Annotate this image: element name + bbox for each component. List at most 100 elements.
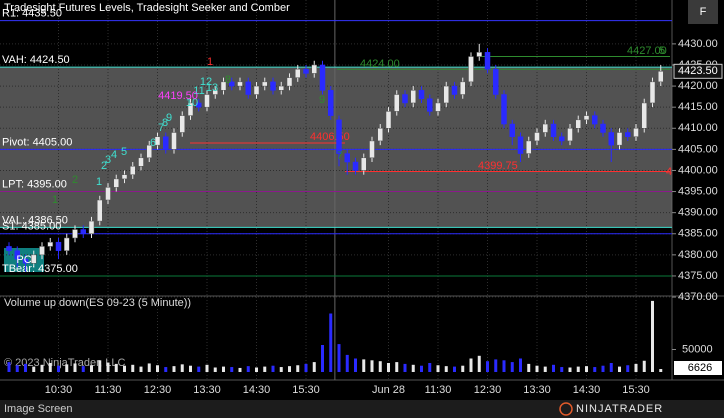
candle-body — [460, 81, 466, 95]
annotation: 8 — [162, 117, 168, 129]
candle-body — [575, 119, 581, 129]
volume-bar — [527, 363, 531, 372]
volume-tick-label: 50000 — [682, 343, 713, 355]
level-label: S1: 4385.00 — [2, 221, 61, 233]
annotation: 9 — [319, 94, 325, 106]
volume-bar — [444, 366, 448, 372]
annotation: 11 — [193, 85, 204, 97]
annotation: 4 — [666, 166, 672, 178]
menu-button[interactable] — [688, 0, 718, 24]
candle-body — [105, 187, 111, 201]
x-tick-label: 13:30 — [523, 384, 551, 396]
candle-body — [319, 64, 326, 91]
volume-bar — [213, 367, 217, 372]
annotation: 5 — [121, 146, 127, 158]
annotation: 1 — [96, 176, 102, 188]
volume-bar — [486, 361, 489, 372]
candle-body — [121, 174, 128, 180]
volume-bar — [139, 366, 143, 372]
level-label: VAH: 4424.50 — [2, 54, 70, 66]
candle-body — [402, 94, 408, 104]
volume-bar — [106, 362, 110, 372]
volume-bar — [57, 365, 60, 372]
annotation: 12 — [200, 76, 212, 88]
volume-bar — [271, 365, 275, 372]
x-tick-label: 15:30 — [622, 384, 650, 396]
volume-bar — [263, 366, 267, 372]
candle-body — [39, 246, 45, 256]
x-tick-label: 11:30 — [425, 384, 452, 396]
y-tick-label: 4430.00 — [678, 38, 718, 50]
candle-body — [204, 94, 210, 108]
volume-bar — [461, 365, 465, 372]
level-label: LPT: 4395.00 — [2, 178, 67, 190]
volume-bar — [98, 360, 102, 372]
volume-bar — [395, 362, 399, 372]
value-area — [0, 67, 672, 228]
volume-bar — [90, 365, 93, 372]
candle-body — [559, 136, 565, 142]
candle-body — [220, 81, 227, 91]
volume-bar — [626, 365, 630, 372]
level-label: Pivot: 4405.00 — [2, 136, 72, 148]
candle-body — [369, 140, 375, 159]
volume-bar — [189, 365, 192, 372]
candle-body — [196, 102, 202, 108]
candle-body — [658, 71, 664, 83]
volume-bar — [420, 365, 423, 372]
annotation: 4419.50 — [158, 90, 198, 102]
volume-bar — [81, 366, 85, 372]
status-text: Image Screen — [4, 403, 72, 415]
candle-body — [361, 157, 367, 171]
candle-body — [435, 102, 441, 112]
candle-body — [55, 241, 62, 251]
candle-body — [649, 81, 656, 104]
candle-body — [286, 77, 293, 87]
volume-bar — [601, 365, 605, 372]
volume-bar — [296, 365, 300, 372]
volume-bar — [403, 363, 407, 372]
volume-bar — [65, 364, 69, 372]
candle-body — [427, 98, 433, 112]
candle-body — [625, 132, 631, 137]
annotation: 3 — [105, 154, 111, 166]
y-tick-label: 4395.00 — [678, 185, 718, 197]
candle-body — [493, 68, 499, 95]
candle-body — [468, 56, 474, 83]
candle-body — [311, 64, 317, 74]
level-label: TBear: 4375.00 — [2, 263, 78, 275]
candle-body — [641, 102, 647, 129]
candle-body — [418, 90, 425, 99]
volume-bar — [123, 365, 126, 372]
y-tick-label: 4390.00 — [678, 207, 718, 219]
x-tick-label: 14:30 — [243, 384, 271, 396]
y-tick-label: 4380.00 — [678, 249, 718, 261]
volume-bar — [519, 358, 522, 372]
candle-body — [212, 90, 218, 95]
volume-bar — [114, 363, 118, 372]
candle-body — [138, 157, 144, 167]
last-price-label: 4423.50 — [678, 65, 718, 77]
volume-bar — [651, 300, 654, 372]
last-price-box — [673, 63, 723, 79]
candle-body — [509, 123, 515, 137]
last-volume-box — [674, 361, 722, 375]
x-tick-label: 15:30 — [292, 384, 320, 396]
volume-bar — [436, 365, 440, 372]
candle-body — [526, 140, 532, 154]
y-tick-label: 4400.00 — [678, 164, 718, 176]
candle-body — [608, 132, 614, 146]
volume-bar — [411, 364, 415, 372]
annotation: 7 — [337, 150, 343, 162]
candle-body — [163, 136, 169, 150]
level-label: VAL: 4386.50 — [2, 214, 68, 226]
candle-body — [501, 94, 507, 125]
annotation: 1 — [52, 194, 58, 206]
candle-body — [303, 68, 309, 74]
volume-bar — [469, 358, 473, 372]
x-tick-label: 12:30 — [474, 384, 502, 396]
candle-body — [64, 237, 70, 251]
y-tick-label: 4405.00 — [678, 143, 718, 155]
candle-body — [88, 220, 95, 235]
volume-bar — [279, 367, 283, 372]
